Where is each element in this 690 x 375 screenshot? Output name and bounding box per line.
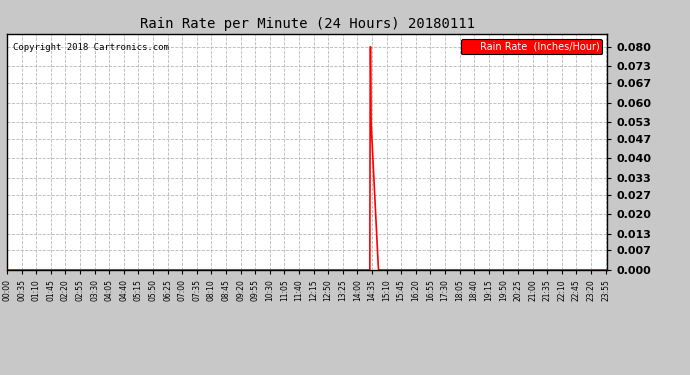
Text: Copyright 2018 Cartronics.com: Copyright 2018 Cartronics.com xyxy=(13,43,169,52)
Title: Rain Rate per Minute (24 Hours) 20180111: Rain Rate per Minute (24 Hours) 20180111 xyxy=(139,17,475,31)
Legend: Rain Rate  (Inches/Hour): Rain Rate (Inches/Hour) xyxy=(461,39,602,54)
